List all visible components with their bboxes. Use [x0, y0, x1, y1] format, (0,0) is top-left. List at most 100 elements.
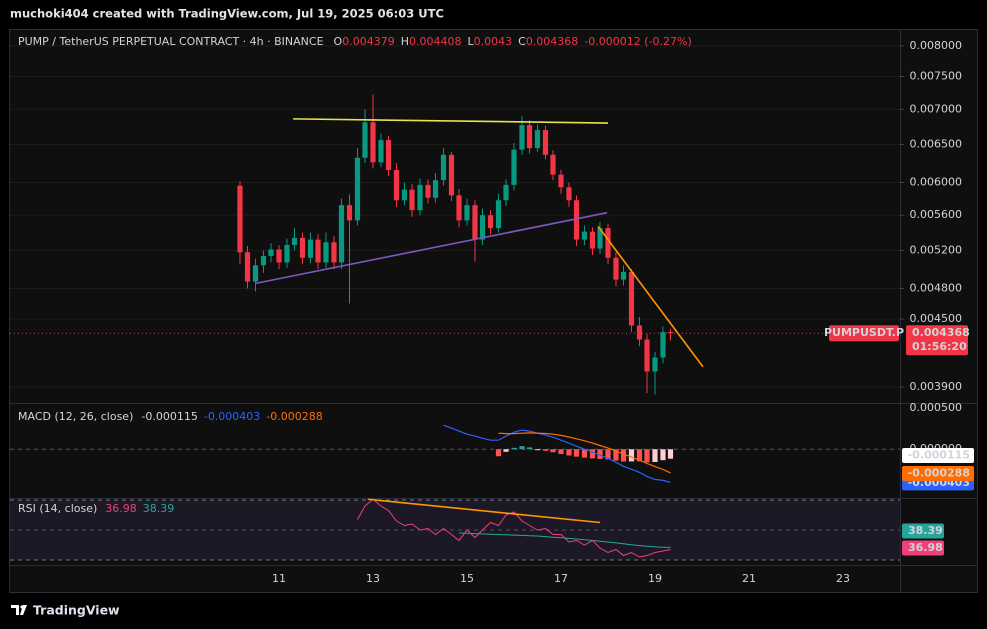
symbol-label: PUMPUSDT.P	[824, 326, 904, 339]
candle-body	[660, 332, 666, 358]
trend-line	[293, 118, 608, 124]
candle-body	[338, 205, 345, 263]
candle-body	[244, 252, 251, 282]
macd-histogram-bar	[550, 449, 556, 453]
candle-body	[652, 357, 658, 372]
ohlc-value: 0.0043	[474, 35, 513, 48]
candle-body	[605, 228, 611, 258]
axis-badge-label: -0.000115	[908, 449, 970, 462]
legend: PUMP / TetherUS PERPETUAL CONTRACT · 4h …	[18, 35, 692, 48]
last-price-label: 0.004368	[912, 326, 970, 339]
rsi-ma-value: 38.39	[143, 502, 175, 515]
macd-histogram-bar	[660, 449, 666, 461]
macd-histogram-bar	[597, 449, 603, 459]
macd-histogram-bar	[620, 449, 627, 462]
candle-body	[237, 185, 243, 253]
axis-badge	[902, 448, 974, 463]
signal-line	[498, 432, 671, 474]
ohlc-value: 0.004408	[409, 35, 462, 48]
macd-histogram-bar	[558, 449, 564, 455]
candle-body	[487, 215, 494, 229]
x-tick-label: 21	[742, 572, 756, 585]
macd-histogram-bar	[566, 449, 572, 456]
candle-body	[464, 205, 470, 221]
rsi-band	[10, 500, 900, 560]
candle-body	[354, 157, 361, 221]
candle-body	[323, 242, 329, 263]
candle-body	[636, 325, 643, 340]
y-tick-label: 0.000500	[910, 401, 963, 414]
macd-histogram-bar	[511, 447, 517, 450]
candle-body	[378, 140, 384, 163]
candle-body	[409, 189, 415, 211]
credit: muchoki404 created with TradingView.com,…	[10, 7, 444, 21]
macd-histogram-bar	[581, 449, 588, 458]
candle-body	[456, 195, 462, 221]
x-tick-label: 23	[836, 572, 850, 585]
candle-body	[472, 205, 478, 240]
candle-body	[276, 249, 282, 263]
x-tick-label: 17	[554, 572, 568, 585]
x-tick-label: 19	[648, 572, 662, 585]
y-tick-label: 0.004800	[910, 281, 963, 294]
brand: TradingView	[33, 603, 120, 618]
candle-body	[479, 215, 486, 240]
candle-body	[511, 149, 517, 185]
trend-line	[367, 498, 601, 524]
macd-histogram-bar	[644, 449, 650, 463]
rsi-value: 36.98	[105, 502, 137, 515]
candle-body	[495, 200, 502, 229]
histogram-value: -0.000115	[141, 410, 197, 423]
candle-body	[589, 231, 596, 249]
candle-body	[620, 271, 627, 280]
legend-title: PUMP / TetherUS PERPETUAL CONTRACT · 4h …	[18, 35, 324, 48]
candle-body	[526, 125, 533, 149]
trend-line	[254, 211, 608, 285]
ohlc-value: 0.004379	[342, 35, 395, 48]
candle-body	[260, 255, 267, 266]
candle-body	[432, 180, 439, 198]
candle-body	[425, 184, 431, 198]
axis-badge	[902, 540, 944, 556]
candle-body	[284, 244, 290, 263]
ohlc-label: C	[518, 35, 526, 48]
indicator-title: MACD (12, 26, close)	[18, 410, 133, 423]
ohlc-label: O	[334, 35, 343, 48]
candle-body	[644, 339, 650, 372]
y-tick-label: 0.005600	[910, 208, 963, 221]
legend: MACD (12, 26, close) -0.000115 -0.000403 -0…	[18, 410, 323, 423]
candle-body	[542, 130, 549, 155]
candle-body	[573, 200, 580, 240]
candle-body	[566, 187, 572, 201]
candle-body	[448, 154, 455, 196]
candle-body	[534, 130, 541, 149]
countdown: 01:56:20	[912, 340, 967, 353]
candle-body	[315, 239, 321, 263]
x-tick-label: 11	[272, 572, 286, 585]
candle-body	[519, 125, 525, 150]
macd-histogram-bar	[652, 449, 658, 462]
indicator-title: RSI (14, close)	[18, 502, 97, 515]
candle-body	[558, 174, 564, 188]
candle-body	[550, 154, 556, 175]
candle-body	[331, 242, 337, 263]
macd-histogram-bar	[495, 449, 502, 457]
candle-body	[597, 228, 603, 249]
candle-body	[346, 205, 353, 221]
candle-body	[401, 189, 408, 201]
rsi-line	[357, 498, 671, 558]
ohlc-label: H	[401, 35, 409, 48]
candle-body	[613, 257, 619, 280]
y-tick-label: 0.003900	[910, 380, 963, 393]
y-tick-label: 0.007500	[910, 70, 963, 83]
y-tick-label: 0.005200	[910, 243, 963, 256]
macd-histogram-bar	[573, 449, 580, 457]
x-tick-label: 13	[366, 572, 380, 585]
macd-histogram-bar	[589, 449, 596, 459]
macd-histogram-bar	[628, 449, 635, 462]
candle-body	[503, 184, 509, 201]
candle-body	[291, 237, 298, 245]
ohlc-label: L	[467, 35, 474, 48]
macd-histogram-bar	[519, 446, 525, 450]
